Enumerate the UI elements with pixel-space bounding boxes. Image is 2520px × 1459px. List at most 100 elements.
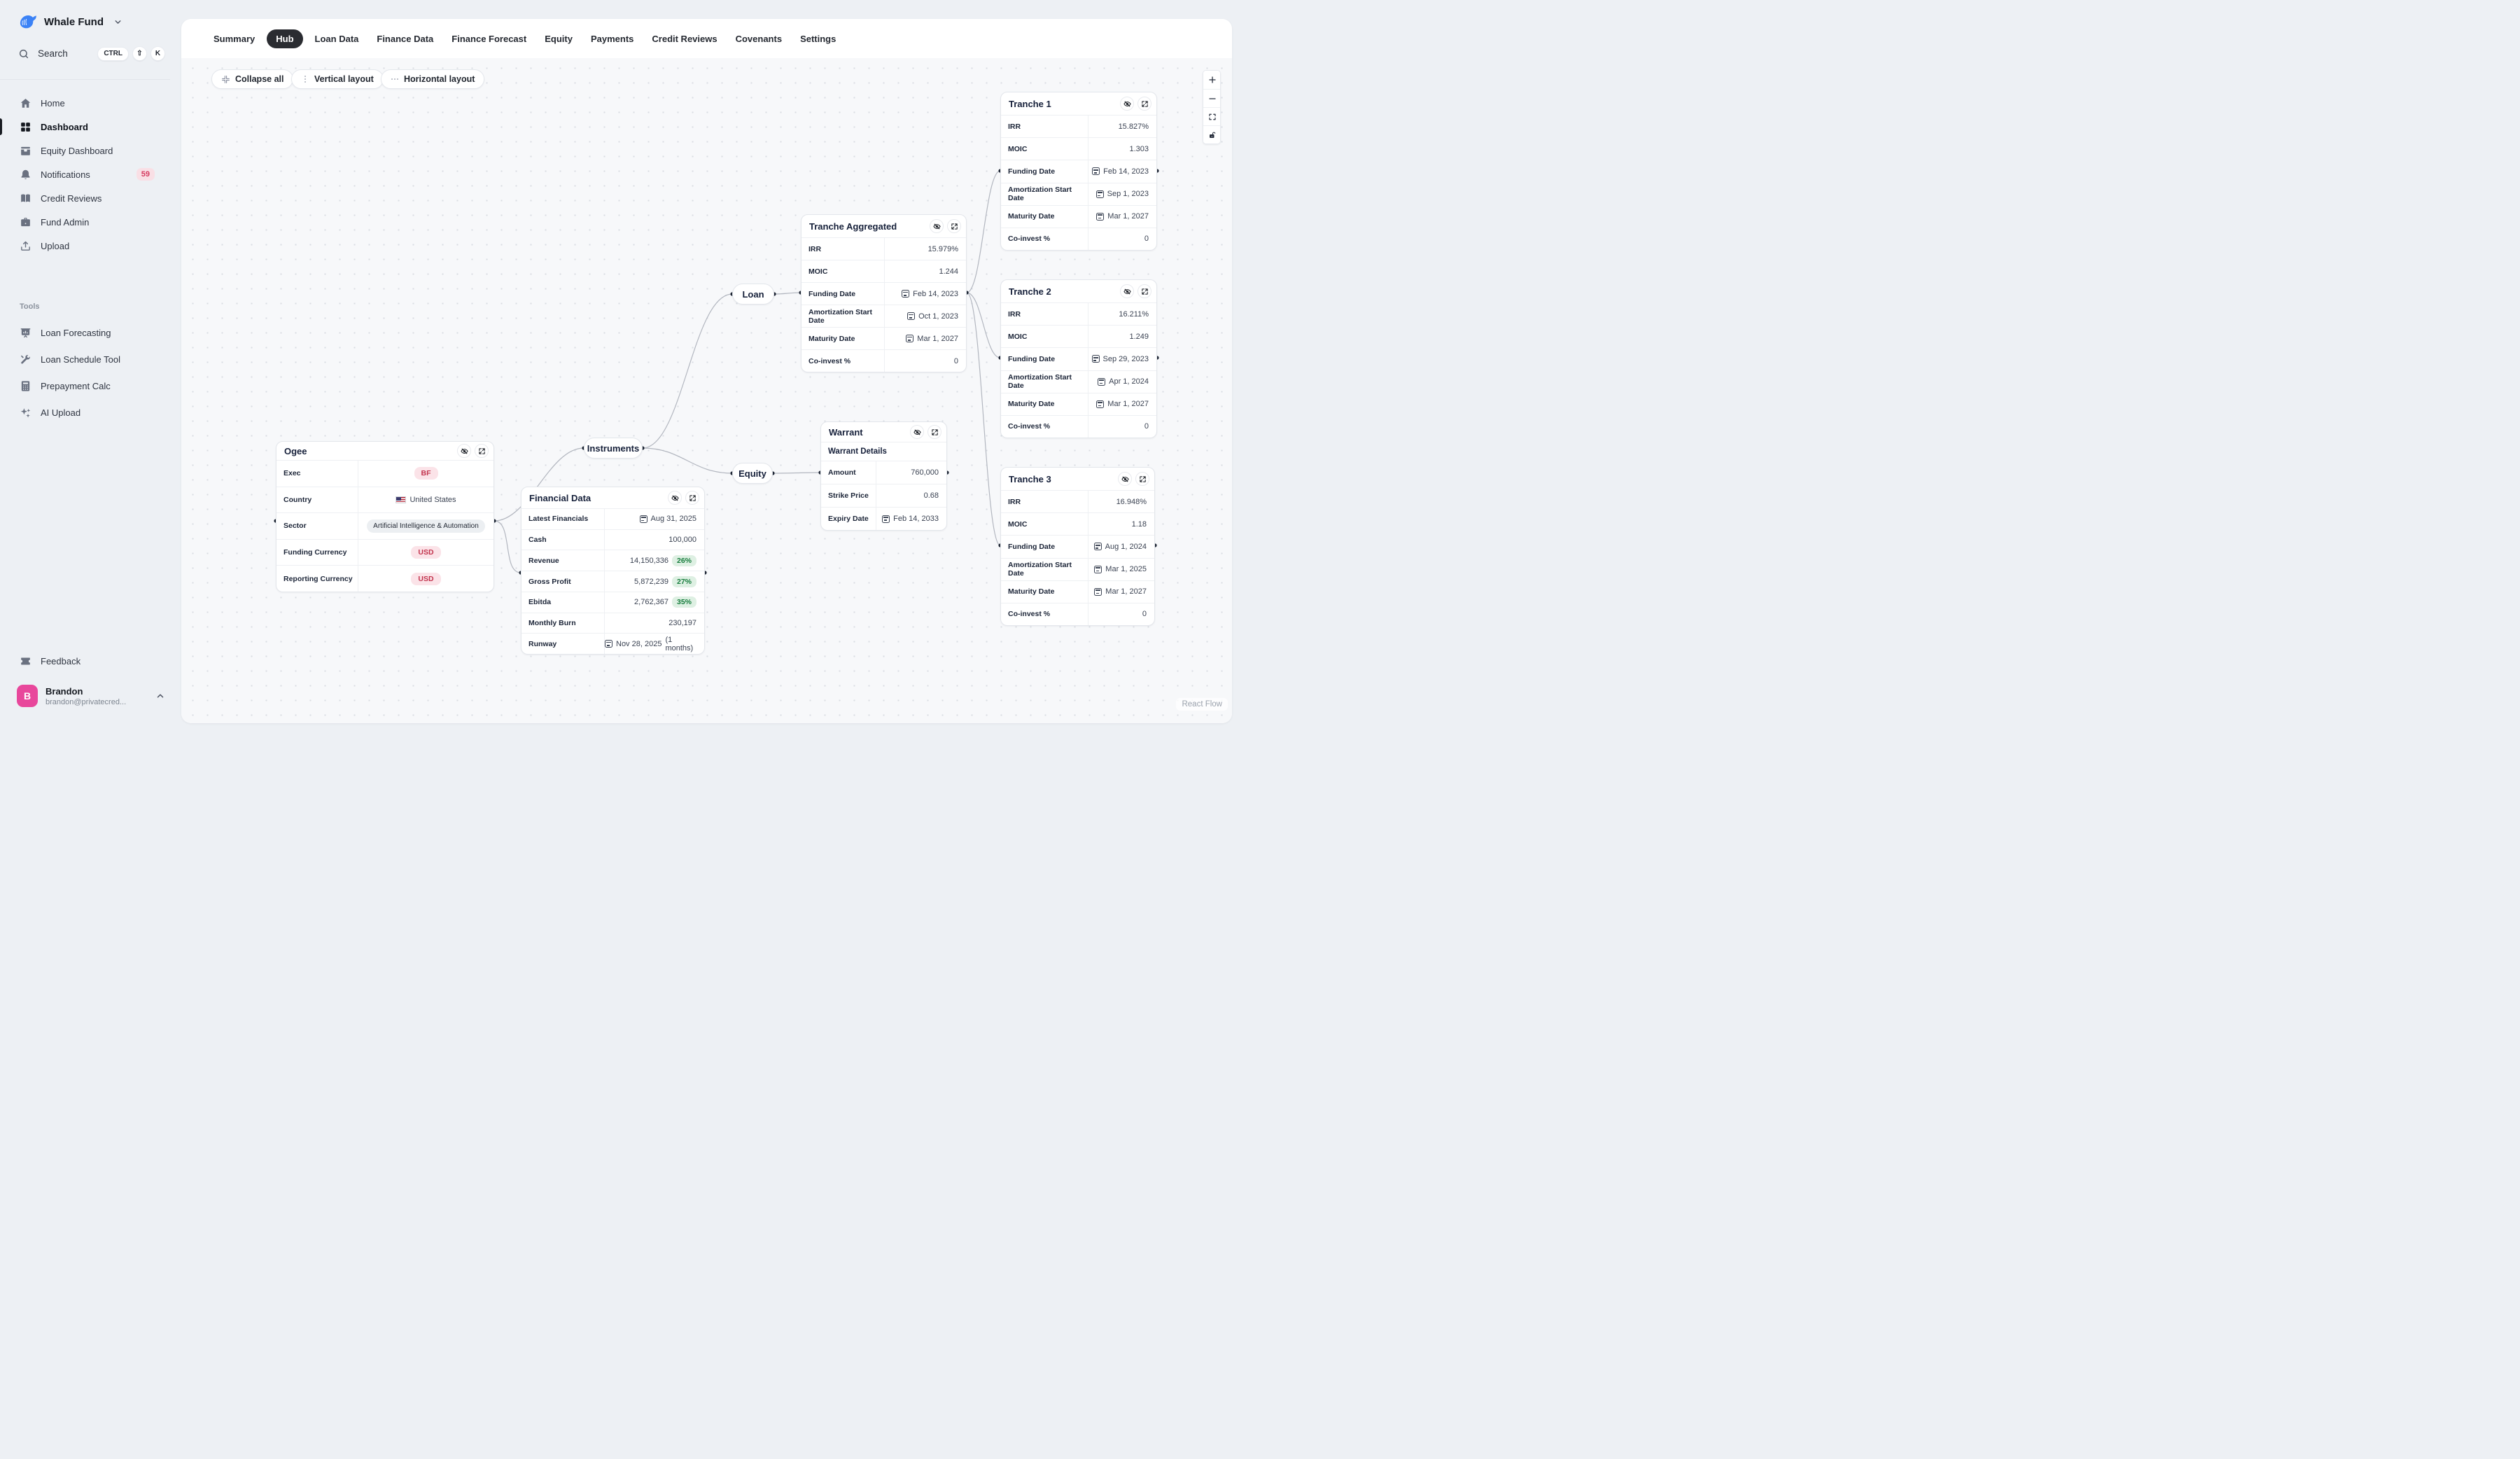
row-irr: IRR 16.948% <box>1001 490 1154 513</box>
tab-equity[interactable]: Equity <box>545 34 573 44</box>
sidebar-item-loan-forecasting[interactable]: Loan Forecasting <box>0 319 181 346</box>
user-email: brandon@privatecred... <box>46 697 127 706</box>
hide-node-button[interactable] <box>1120 97 1134 111</box>
horizontal-layout-button[interactable]: Horizontal layout <box>381 69 485 89</box>
tab-payments[interactable]: Payments <box>590 34 634 44</box>
expand-node-button[interactable] <box>475 444 489 458</box>
node-equity[interactable]: Equity <box>732 463 773 484</box>
node-tranche-3[interactable]: Tranche 3 IRR 16.948% MOIC 1.18 Funding Da… <box>1000 467 1155 626</box>
row-maturity-date: Maturity Date Mar 1, 2027 <box>1001 392 1156 415</box>
bell-icon <box>21 169 30 179</box>
sidebar-item-notifications[interactable]: Notifications 59 <box>0 162 181 186</box>
calendar-icon <box>907 312 916 320</box>
horizontal-layout-label: Horizontal layout <box>404 74 475 84</box>
collapse-icon <box>221 75 230 84</box>
user-menu[interactable]: B Brandon brandon@privatecred... <box>17 685 165 707</box>
expand-node-button[interactable] <box>947 219 961 233</box>
tab-bar: Summary Hub Loan Data Finance Data Finan… <box>207 29 842 48</box>
flow-canvas[interactable]: Collapse all Vertical layout Horizontal … <box>181 58 1232 723</box>
node-financial-data[interactable]: Financial Data Latest Financials Aug 31, … <box>521 487 705 655</box>
expand-node-button[interactable] <box>685 491 699 505</box>
row-moic: MOIC 1.249 <box>1001 325 1156 348</box>
row-reporting-currency: Reporting Currency USD <box>276 565 493 592</box>
node-tranche-aggregated[interactable]: Tranche Aggregated IRR 15.979% MOIC 1.244 … <box>801 214 967 372</box>
node-loan[interactable]: Loan <box>732 284 774 305</box>
edge-instruments-loan <box>642 293 733 449</box>
whale-logo-icon <box>20 15 36 29</box>
zoom-in-button[interactable] <box>1203 71 1220 89</box>
row-expiry-date: Expiry Date Feb 14, 2033 <box>821 507 946 530</box>
row-country: Country United States <box>276 486 493 513</box>
node-tranche-1[interactable]: Tranche 1 IRR 15.827% MOIC 1.303 Funding D… <box>1000 92 1157 251</box>
sidebar-item-ai-upload[interactable]: AI Upload <box>0 399 181 426</box>
tab-finance-data[interactable]: Finance Data <box>377 34 434 44</box>
collapse-all-button[interactable]: Collapse all <box>211 69 294 89</box>
hide-node-button[interactable] <box>1120 284 1134 298</box>
sidebar-item-dashboard[interactable]: Dashboard <box>0 115 181 139</box>
tab-hub[interactable]: Hub <box>267 29 303 48</box>
sidebar-nav: Home Dashboard Equity Dashboard Notifica… <box>0 91 181 258</box>
hide-node-button[interactable] <box>910 425 924 439</box>
page: Whale Fund Search CTRL ⇧ K Home Dashboar… <box>0 0 1260 730</box>
kbd-ctrl: CTRL <box>97 46 129 61</box>
calendar-icon <box>1096 400 1105 408</box>
row-maturity-date: Maturity Date Mar 1, 2027 <box>1001 204 1156 228</box>
sidebar-item-prepayment-calc[interactable]: Prepayment Calc <box>0 372 181 399</box>
expand-node-button[interactable] <box>1138 284 1152 298</box>
expand-node-button[interactable] <box>1138 97 1152 111</box>
row-latest-financials: Latest Financials Aug 31, 2025 <box>522 508 704 529</box>
node-instruments[interactable]: Instruments <box>584 438 643 459</box>
row-co-invest: Co-invest % 0 <box>1001 227 1156 251</box>
node-warrant[interactable]: Warrant Warrant Details Amount 760,000 St… <box>820 421 947 531</box>
tab-loan-data[interactable]: Loan Data <box>314 34 359 44</box>
sidebar-item-upload[interactable]: Upload <box>0 234 181 258</box>
edge-loan-aggregated <box>774 292 802 295</box>
vertical-dots-icon <box>301 75 309 83</box>
search-button[interactable]: Search CTRL ⇧ K <box>18 46 165 61</box>
reporting-currency-badge: USD <box>411 572 441 585</box>
expand-node-button[interactable] <box>927 425 941 439</box>
fit-view-button[interactable] <box>1203 107 1220 125</box>
row-funding-date: Funding Date Feb 14, 2023 <box>1001 160 1156 183</box>
lock-toggle-button[interactable] <box>1203 125 1220 144</box>
node-header: Warrant <box>821 422 946 442</box>
row-maturity-date: Maturity Date Mar 1, 2027 <box>1001 580 1154 603</box>
sidebar-item-feedback[interactable]: Feedback <box>0 649 181 673</box>
collapse-all-label: Collapse all <box>235 74 284 84</box>
tab-finance-forecast[interactable]: Finance Forecast <box>451 34 527 44</box>
sidebar-item-loan-schedule-tool[interactable]: Loan Schedule Tool <box>0 346 181 372</box>
kbd-k: K <box>150 46 165 61</box>
avatar: B <box>17 685 38 707</box>
node-ogee[interactable]: Ogee Exec BF Country United States Sector A… <box>276 441 494 592</box>
tab-settings[interactable]: Settings <box>800 34 836 44</box>
sidebar-item-credit-reviews[interactable]: Credit Reviews <box>0 186 181 210</box>
row-moic: MOIC 1.18 <box>1001 512 1154 536</box>
expand-node-button[interactable] <box>1135 472 1149 486</box>
node-tranche-2[interactable]: Tranche 2 IRR 16.211% MOIC 1.249 Funding D… <box>1000 279 1157 438</box>
zoom-out-button[interactable] <box>1203 89 1220 107</box>
vertical-layout-button[interactable]: Vertical layout <box>291 69 384 89</box>
node-title: Ogee <box>284 445 307 456</box>
row-co-invest: Co-invest % 0 <box>1001 602 1154 626</box>
tab-summary[interactable]: Summary <box>214 34 255 44</box>
tab-credit-reviews[interactable]: Credit Reviews <box>652 34 718 44</box>
hide-node-button[interactable] <box>668 491 682 505</box>
wallet-icon <box>21 146 30 155</box>
row-cash: Cash 100,000 <box>522 529 704 550</box>
hide-node-button[interactable] <box>1118 472 1132 486</box>
sidebar-item-equity-dashboard[interactable]: Equity Dashboard <box>0 139 181 162</box>
workspace-switcher[interactable]: Whale Fund <box>18 13 122 31</box>
row-strike-price: Strike Price 0.68 <box>821 484 946 507</box>
sidebar-item-fund-admin[interactable]: Fund Admin <box>0 210 181 234</box>
hide-node-button[interactable] <box>457 444 471 458</box>
workspace-name: Whale Fund <box>44 15 104 28</box>
hide-node-button[interactable] <box>930 219 944 233</box>
react-flow-attribution[interactable]: React Flow <box>1176 698 1228 711</box>
home-icon <box>20 98 31 108</box>
chevron-up-icon <box>157 694 164 698</box>
calendar-icon <box>1091 355 1100 363</box>
calendar-icon <box>1094 565 1102 573</box>
active-indicator <box>0 118 2 135</box>
tab-covenants[interactable]: Covenants <box>735 34 783 44</box>
sidebar-item-home[interactable]: Home <box>0 91 181 115</box>
